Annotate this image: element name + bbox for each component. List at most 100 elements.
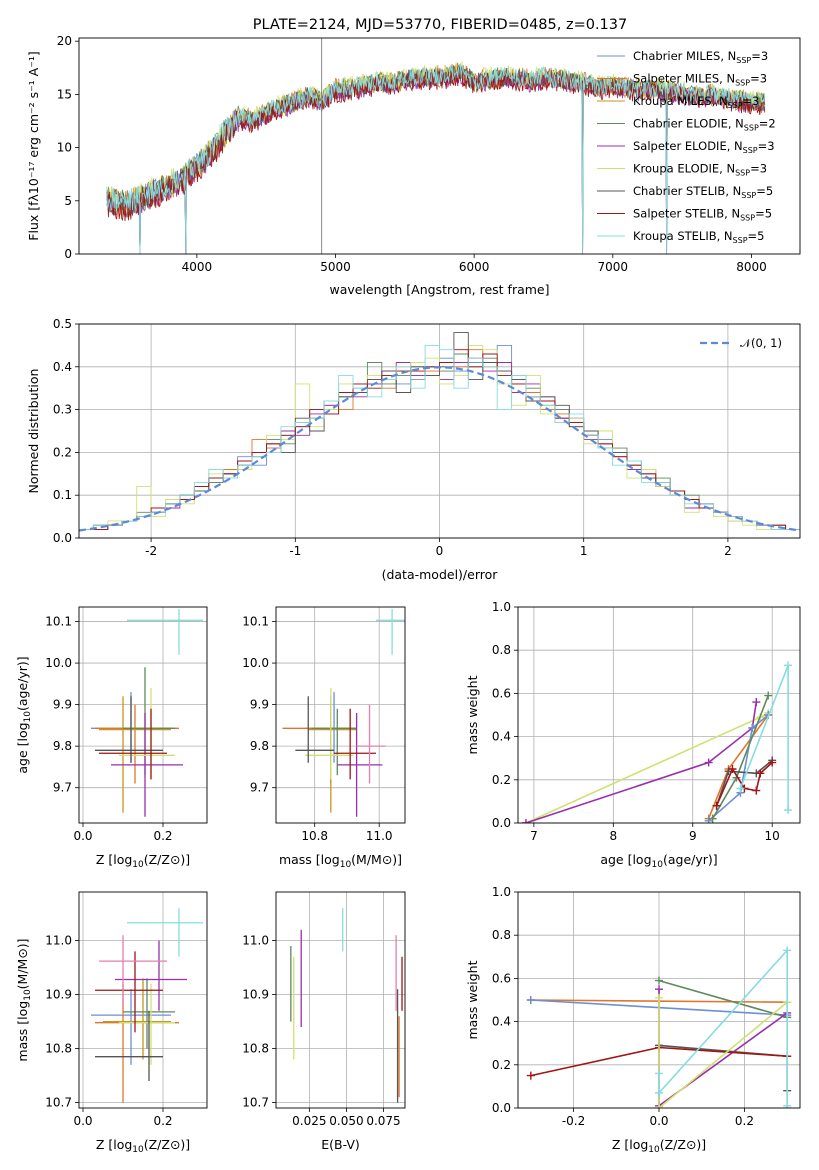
data-point bbox=[119, 688, 175, 780]
series-marker bbox=[728, 765, 737, 773]
y-tick-label: 15 bbox=[57, 87, 72, 101]
x-tick-label: 9 bbox=[689, 829, 697, 843]
chart-age_vs_mass: 10.8 11.0 9.7 9.8 9.9 10.0 10.1 mass [log10(M/M… bbox=[242, 606, 406, 870]
series-line bbox=[708, 714, 769, 822]
y-tick-label: 0.1 bbox=[53, 488, 72, 502]
data-point bbox=[305, 688, 354, 780]
y-tick-label: 10.1 bbox=[45, 615, 72, 629]
y-tick-label: 10.9 bbox=[242, 988, 269, 1002]
x-tick-label: 0.025 bbox=[292, 1114, 326, 1128]
series-line bbox=[658, 948, 789, 1106]
legend-entry: Kroupa MILES, NSSP=3 bbox=[633, 94, 759, 110]
chart-mass_vs_EBV: 0.025 0.050 0.075 10.7 10.8 10.9 11.0 E(B-V) bbox=[242, 891, 406, 1152]
axes-frame bbox=[275, 606, 406, 824]
x-axis-label: (data-model)/error bbox=[382, 567, 499, 582]
plot-area bbox=[91, 908, 203, 1103]
y-tick-label: 0 bbox=[64, 247, 72, 261]
series-marker bbox=[752, 786, 761, 795]
y-axis-label: Flux [fλ10⁻¹⁷ erg cm⁻² s⁻¹ A⁻¹] bbox=[26, 51, 41, 240]
x-axis-label: Z [log10(Z/Z⊙)] bbox=[612, 1137, 706, 1155]
y-tick-label: 0.0 bbox=[492, 816, 511, 830]
data-point bbox=[95, 704, 179, 784]
series-marker bbox=[768, 758, 777, 767]
y-tick-label: 10.8 bbox=[45, 1042, 72, 1056]
y-axis-label: mass weight bbox=[465, 960, 480, 1039]
x-tick-label: 11.0 bbox=[366, 829, 393, 843]
data-point bbox=[95, 1010, 163, 1081]
x-axis-label: wavelength [Angstrom, rest frame] bbox=[329, 282, 549, 297]
data-point bbox=[91, 989, 171, 1065]
y-tick-label: 0.4 bbox=[492, 1015, 511, 1029]
x-tick-label: 8000 bbox=[736, 260, 767, 274]
axes-frame bbox=[78, 37, 801, 255]
series-marker bbox=[783, 946, 792, 955]
data-point bbox=[375, 609, 405, 655]
y-tick-label: 10.7 bbox=[242, 1096, 269, 1110]
y-tick-label: 9.9 bbox=[250, 698, 269, 712]
series-marker bbox=[655, 1104, 663, 1108]
x-tick-label: 0.2 bbox=[153, 829, 172, 843]
line-series bbox=[736, 661, 793, 815]
x-tick-label: -1 bbox=[289, 544, 301, 558]
series-marker bbox=[764, 691, 773, 700]
legend: Chabrier MILES, NSSP=3 Salpeter MILES, NS… bbox=[597, 49, 776, 245]
data-point bbox=[95, 696, 163, 763]
data-point bbox=[99, 935, 167, 1006]
x-tick-label: 6000 bbox=[459, 260, 490, 274]
legend-entry: Chabrier MILES, NSSP=3 bbox=[633, 49, 768, 65]
legend-entry: Chabrier STELIB, NSSP=5 bbox=[633, 184, 773, 200]
series-marker bbox=[784, 806, 793, 815]
x-tick-label: -0.2 bbox=[562, 1114, 585, 1128]
legend-entry: Kroupa STELIB, NSSP=5 bbox=[633, 229, 764, 245]
y-tick-label: 11.0 bbox=[45, 934, 72, 948]
y-tick-label: 10 bbox=[57, 141, 72, 155]
series-line bbox=[715, 759, 773, 806]
y-tick-label: 10.0 bbox=[45, 656, 72, 670]
figure-title: PLATE=2124, MJD=53770, FIBERID=0485, z=0… bbox=[253, 17, 627, 33]
y-tick-label: 1.0 bbox=[492, 600, 511, 614]
x-tick-label: 0.0 bbox=[649, 1114, 668, 1128]
data-point bbox=[95, 983, 179, 1103]
y-tick-label: 0.4 bbox=[492, 730, 511, 744]
x-tick-label: -2 bbox=[145, 544, 157, 558]
x-tick-label: 7000 bbox=[598, 260, 629, 274]
y-tick-label: 9.8 bbox=[250, 739, 269, 753]
plot-area bbox=[106, 38, 766, 254]
y-tick-label: 0.2 bbox=[53, 445, 72, 459]
data-point bbox=[119, 983, 175, 1065]
data-point bbox=[356, 704, 386, 784]
y-tick-label: 5 bbox=[64, 194, 72, 208]
chart-residuals: -2 -1 0 1 2 0.0 0.1 0.2 0.3 0.4 0.5 (data-model)/er… bbox=[26, 317, 801, 582]
data-point bbox=[337, 712, 383, 817]
x-tick-label: 0.2 bbox=[735, 1114, 754, 1128]
x-tick-label: 0.0 bbox=[73, 829, 92, 843]
y-axis-label: mass weight bbox=[465, 675, 480, 754]
plot-area bbox=[282, 609, 405, 817]
series-marker bbox=[784, 661, 793, 670]
x-axis-label: Z [log10(Z/Z⊙)] bbox=[96, 852, 190, 870]
data-point bbox=[95, 951, 163, 1033]
x-tick-label: 5000 bbox=[320, 260, 351, 274]
y-tick-label: 0.6 bbox=[492, 971, 511, 985]
y-tick-label: 0.2 bbox=[492, 773, 511, 787]
y-tick-label: 9.9 bbox=[53, 698, 72, 712]
x-tick-label: 10 bbox=[765, 829, 780, 843]
line-series bbox=[521, 708, 773, 823]
series-marker bbox=[521, 819, 530, 823]
data-point bbox=[111, 712, 183, 817]
x-tick-label: 0 bbox=[436, 544, 444, 558]
axes-frame bbox=[78, 606, 208, 824]
y-tick-label: 9.7 bbox=[250, 781, 269, 795]
chart-spectrum: 4000 5000 6000 7000 8000 0 5 10 15 20 wavelength [… bbox=[26, 34, 801, 297]
x-tick-label: 0.050 bbox=[329, 1114, 363, 1128]
y-tick-label: 20 bbox=[57, 34, 72, 48]
legend-entry: Kroupa ELODIE, NSSP=3 bbox=[633, 162, 767, 178]
y-tick-label: 1.0 bbox=[492, 885, 511, 899]
line-series bbox=[708, 691, 773, 823]
y-tick-label: 0.8 bbox=[492, 928, 511, 942]
data-point bbox=[127, 908, 203, 957]
series-marker bbox=[526, 1071, 535, 1080]
chart-mass_weight_vs_Z: -0.2 0.0 0.2 0.0 0.2 0.4 0.6 0.8 1.0 Z [log10(Z/Z… bbox=[465, 885, 801, 1155]
legend-entry: 𝒩(0, 1) bbox=[740, 336, 782, 350]
